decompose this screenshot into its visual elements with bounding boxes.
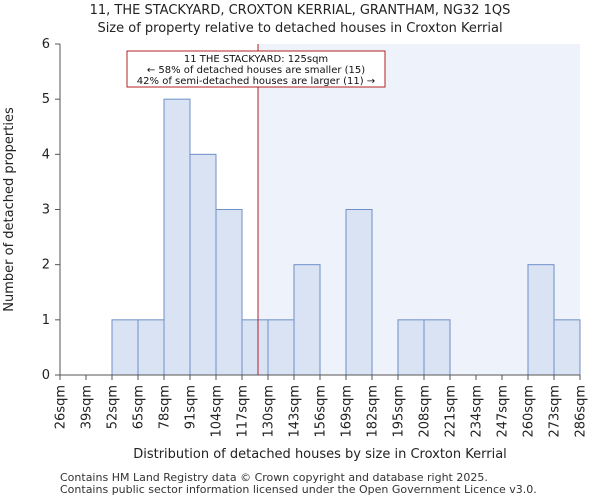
bar-52sqm bbox=[111, 319, 139, 376]
bar-143sqm bbox=[293, 264, 321, 376]
x-tick-label: 143sqm bbox=[288, 385, 303, 438]
x-tick-label: 65sqm bbox=[132, 385, 147, 429]
y-tick-label: 3 bbox=[42, 203, 50, 218]
x-tick-label: 195sqm bbox=[392, 385, 407, 438]
x-tick-label: 169sqm bbox=[340, 385, 355, 438]
x-axis-label: Distribution of detached houses by size … bbox=[133, 447, 507, 462]
y-tick-label: 5 bbox=[42, 92, 50, 107]
x-tick-label: 182sqm bbox=[366, 385, 381, 438]
x-tick-label: 208sqm bbox=[418, 385, 433, 438]
x-tick-label: 156sqm bbox=[314, 385, 329, 438]
x-tick-label: 247sqm bbox=[496, 385, 511, 438]
y-tick-label: 1 bbox=[42, 313, 50, 328]
annotation-box: 11 THE STACKYARD: 125sqm ← 58% of detach… bbox=[126, 50, 386, 88]
annotation-line2: ← 58% of detached houses are smaller (15… bbox=[147, 65, 365, 76]
x-tick-label: 286sqm bbox=[574, 385, 589, 438]
bar-195sqm bbox=[397, 319, 425, 376]
annotation-frame bbox=[126, 50, 386, 88]
x-tick-label: 91sqm bbox=[184, 385, 199, 429]
bar-91sqm bbox=[189, 153, 217, 376]
annotation-line3: 42% of semi-detached houses are larger (… bbox=[137, 76, 375, 87]
y-tick-label: 4 bbox=[42, 147, 50, 162]
x-tick-label: 52sqm bbox=[106, 385, 121, 429]
chart-subtitle: Size of property relative to detached ho… bbox=[97, 21, 503, 36]
x-tick-label: 130sqm bbox=[262, 385, 277, 438]
bar-273sqm bbox=[553, 319, 581, 376]
x-tick-label: 117sqm bbox=[236, 385, 251, 438]
y-tick-label: 2 bbox=[42, 258, 50, 273]
bar-260sqm bbox=[527, 264, 555, 376]
footer-line2: Contains public sector information licen… bbox=[60, 483, 537, 496]
x-tick-label: 273sqm bbox=[548, 385, 563, 438]
y-tick-label: 6 bbox=[42, 37, 50, 52]
x-tick-label: 221sqm bbox=[444, 385, 459, 438]
bar-78sqm bbox=[163, 98, 191, 376]
y-axis-label: Number of detached properties bbox=[2, 107, 17, 312]
footer-line1: Contains HM Land Registry data © Crown c… bbox=[60, 471, 488, 484]
annotation-line1: 11 THE STACKYARD: 125sqm bbox=[184, 54, 328, 65]
bar-208sqm bbox=[423, 319, 451, 376]
bar-130sqm bbox=[267, 319, 295, 376]
footer: Contains HM Land Registry data © Crown c… bbox=[60, 472, 537, 496]
x-tick-label: 104sqm bbox=[210, 385, 225, 438]
bar-104sqm bbox=[215, 209, 243, 376]
bar-117sqm bbox=[241, 319, 269, 376]
y-tick-label: 0 bbox=[42, 368, 50, 383]
x-tick-label: 39sqm bbox=[80, 385, 95, 429]
chart-title: 11, THE STACKYARD, CROXTON KERRIAL, GRAN… bbox=[0, 2, 600, 38]
bar-65sqm bbox=[137, 319, 165, 376]
x-tick-label: 260sqm bbox=[522, 385, 537, 438]
bar-169sqm bbox=[345, 209, 373, 376]
x-tick-label: 234sqm bbox=[470, 385, 485, 438]
x-tick-label: 26sqm bbox=[54, 385, 69, 429]
chart-title-line1: 11, THE STACKYARD, CROXTON KERRIAL, GRAN… bbox=[89, 3, 511, 18]
x-tick-label: 78sqm bbox=[158, 385, 173, 429]
